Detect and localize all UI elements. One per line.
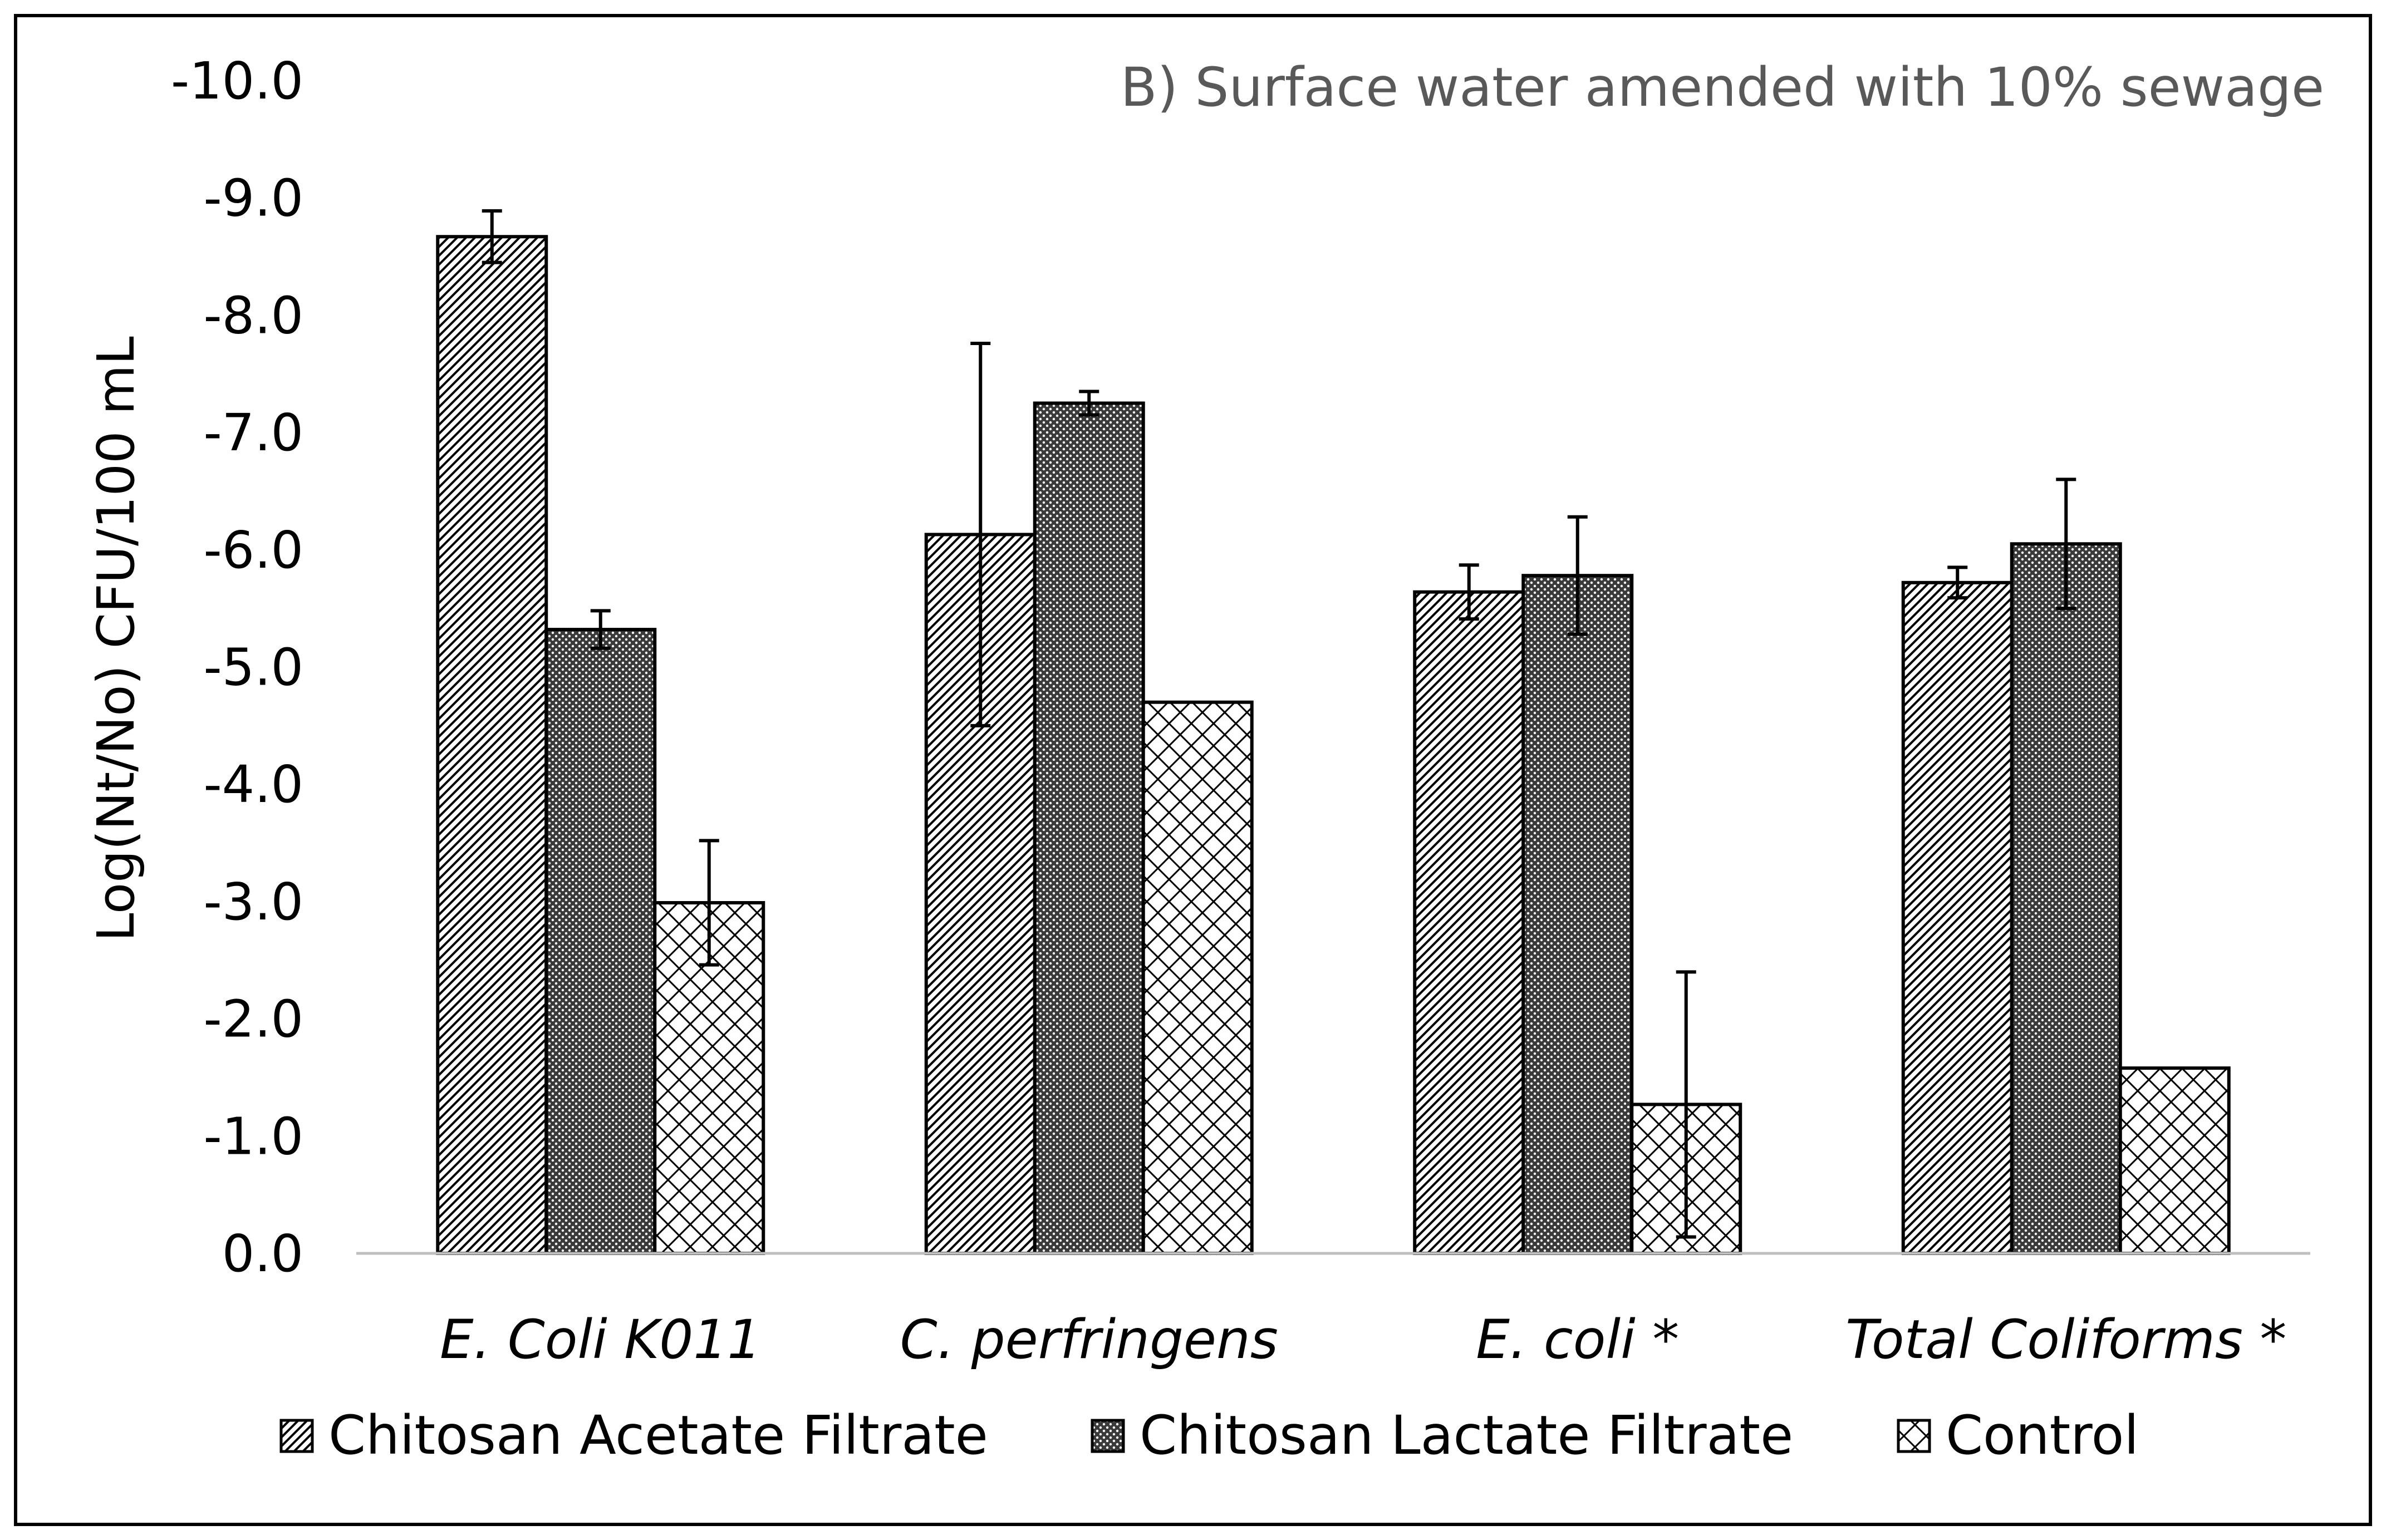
x-category-label: E. coli *	[1476, 1308, 1679, 1371]
bar-acetate	[1901, 580, 2014, 1255]
legend-swatch-acetate	[279, 1419, 314, 1453]
bar-control	[2118, 1066, 2231, 1255]
y-tick-label: -8.0	[203, 286, 303, 345]
bar-lactate	[1033, 401, 1145, 1255]
y-tick-label: -3.0	[203, 872, 303, 932]
bar-control	[1141, 700, 1254, 1255]
bar-acetate	[436, 235, 548, 1256]
chart-frame	[14, 14, 2372, 1526]
y-tick-label: -9.0	[203, 169, 303, 228]
y-tick-label: -2.0	[203, 990, 303, 1049]
legend-label-lactate: Chitosan Lactate Filtrate	[1140, 1404, 1793, 1467]
legend-swatch-lactate	[1091, 1419, 1125, 1453]
y-tick-label: 0.0	[222, 1224, 303, 1283]
chart-title: B) Surface water amended with 10% sewage	[1121, 56, 2324, 119]
legend-label-control: Control	[1946, 1404, 2139, 1467]
error-bars-group	[482, 209, 2076, 1239]
bar-lactate	[1521, 574, 1634, 1255]
x-category-label: E. Coli K011	[440, 1308, 762, 1371]
x-axis-labels: E. Coli K011 C. perfringens E. coli * Total…	[440, 1308, 2286, 1371]
y-tick-label: -6.0	[203, 520, 303, 580]
x-category-label: Total Coliforms *	[1845, 1308, 2286, 1371]
bars-group	[436, 235, 2231, 1256]
bar-lactate	[544, 628, 657, 1255]
y-axis-label: Log(Nt/No) CFU/100 mL	[86, 336, 146, 942]
y-tick-label: -10.0	[171, 51, 303, 111]
y-axis-ticks: 0.0 -1.0 -2.0 -3.0 -4.0 -5.0 -6.0 -7.0 -8.0 -9.0 -…	[171, 51, 303, 1283]
bar-acetate	[1413, 590, 1525, 1255]
x-category-label: C. perfringens	[900, 1308, 1278, 1371]
bar-lactate	[2010, 542, 2122, 1255]
legend-label-acetate: Chitosan Acetate Filtrate	[328, 1404, 988, 1467]
y-tick-label: -7.0	[203, 403, 303, 463]
y-tick-label: -5.0	[203, 638, 303, 697]
legend: Chitosan Acetate Filtrate Chitosan Lactat…	[279, 1404, 2139, 1467]
legend-swatch-control	[1897, 1419, 1931, 1453]
y-tick-label: -1.0	[203, 1106, 303, 1166]
y-tick-label: -4.0	[203, 755, 303, 814]
